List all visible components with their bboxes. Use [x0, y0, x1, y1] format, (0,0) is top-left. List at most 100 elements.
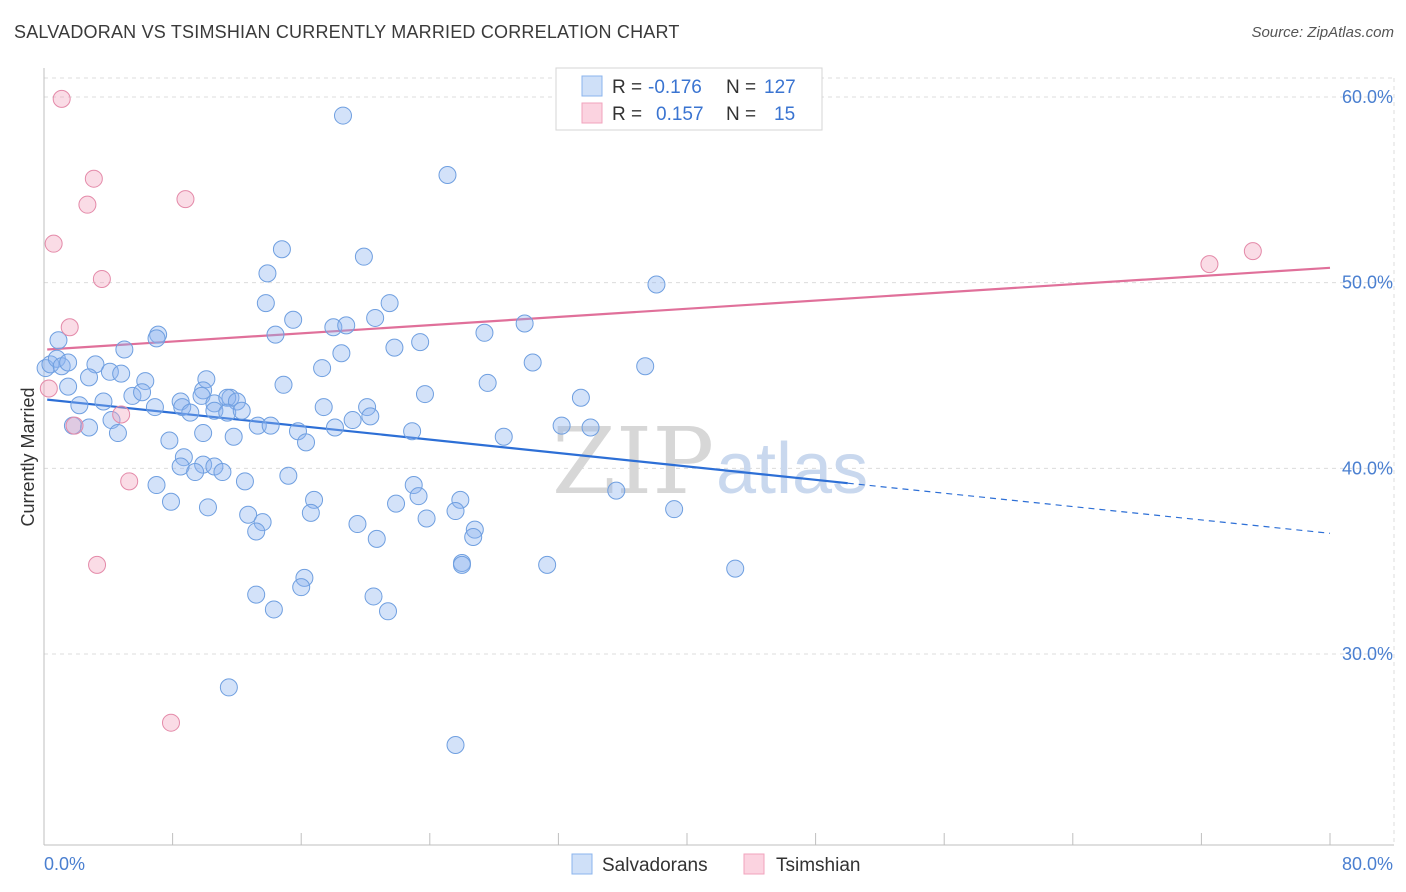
point-salvadorans [523, 353, 542, 372]
point-salvadorans [258, 264, 277, 283]
legend-n-value-2: 15 [774, 104, 795, 125]
point-salvadorans [387, 494, 406, 513]
point-salvadorans [232, 401, 251, 420]
point-salvadorans [367, 529, 386, 548]
point-salvadorans [274, 375, 293, 394]
point-salvadorans [515, 314, 534, 333]
y-tick-label: 40.0% [1342, 458, 1393, 478]
point-salvadorans [403, 422, 422, 441]
point-salvadorans [417, 509, 436, 528]
point-salvadorans [102, 411, 121, 430]
chart-title: SALVADORAN VS TSIMSHIAN CURRENTLY MARRIE… [14, 22, 680, 42]
legend-r-label-1: R = [612, 77, 642, 98]
point-salvadorans [361, 407, 380, 426]
series-legend: Salvadorans Tsimshian [571, 853, 860, 876]
point-salvadorans [538, 555, 557, 574]
point-salvadorans [385, 338, 404, 357]
point-salvadorans [94, 392, 113, 411]
point-salvadorans [256, 294, 275, 313]
point-salvadorans [279, 466, 298, 485]
point-salvadorans [348, 515, 367, 534]
point-tsimshian [161, 713, 180, 732]
point-salvadorans [475, 323, 494, 342]
point-salvadorans [301, 503, 320, 522]
point-tsimshian [92, 269, 111, 288]
point-salvadorans [136, 372, 155, 391]
point-tsimshian [65, 416, 84, 435]
point-salvadorans [266, 325, 285, 344]
point-salvadorans [494, 427, 513, 446]
point-salvadorans [647, 275, 666, 294]
point-salvadorans [59, 353, 78, 372]
legend-r-label-2: R = [612, 104, 642, 125]
point-salvadorans [86, 355, 105, 374]
point-salvadorans [636, 357, 655, 376]
point-salvadorans [197, 370, 216, 389]
point-salvadorans [295, 568, 314, 587]
point-salvadorans [451, 490, 470, 509]
point-salvadorans [248, 416, 267, 435]
point-salvadorans [607, 481, 626, 500]
point-salvadorans [59, 377, 78, 396]
point-tsimshian [112, 405, 131, 424]
point-salvadorans [332, 344, 351, 363]
point-tsimshian [1243, 242, 1262, 261]
bottom-legend-salvadorans: Salvadorans [602, 855, 708, 876]
point-salvadorans [181, 403, 200, 422]
legend-n-label-1: N = [726, 77, 756, 98]
point-salvadorans [366, 308, 385, 327]
y-tick-label: 60.0% [1342, 87, 1393, 107]
point-salvadorans [194, 424, 213, 443]
point-salvadorans [552, 416, 571, 435]
point-salvadorans [446, 502, 465, 521]
point-salvadorans [186, 463, 205, 482]
legend-r-value-1: -0.176 [648, 77, 702, 98]
point-salvadorans [415, 385, 434, 404]
point-salvadorans [446, 735, 465, 754]
legend-r-value-2: 0.157 [656, 104, 704, 125]
trend-line-extension-salvadorans [847, 482, 1331, 534]
point-salvadorans [108, 424, 127, 443]
point-salvadorans [112, 364, 131, 383]
point-salvadorans [358, 398, 377, 417]
point-salvadorans [337, 316, 356, 335]
legend-swatch-salvadorans [581, 75, 603, 97]
point-salvadorans [49, 331, 68, 350]
point-salvadorans [364, 587, 383, 606]
point-salvadorans [409, 487, 428, 506]
point-salvadorans [213, 463, 232, 482]
y-tick-label: 50.0% [1342, 273, 1393, 293]
point-salvadorans [284, 310, 303, 329]
point-salvadorans [478, 373, 497, 392]
point-salvadorans [70, 396, 89, 415]
axes [43, 68, 1394, 846]
point-tsimshian [84, 169, 103, 188]
point-salvadorans [174, 448, 193, 467]
point-salvadorans [147, 476, 166, 495]
x-tick-label: 80.0% [1342, 854, 1393, 874]
point-salvadorans [133, 383, 152, 402]
bottom-legend-tsimshian: Tsimshian [776, 855, 860, 876]
point-salvadorans [379, 602, 398, 621]
point-tsimshian [176, 190, 195, 209]
legend-n-value-1: 127 [764, 77, 796, 98]
point-salvadorans [581, 418, 600, 437]
watermark-atlas: atlas [716, 429, 868, 509]
point-salvadorans [325, 418, 344, 437]
point-salvadorans [160, 431, 179, 450]
bottom-legend-swatch-tsimshian [743, 853, 765, 875]
point-salvadorans [272, 240, 291, 259]
point-salvadorans [292, 578, 311, 597]
point-salvadorans [665, 500, 684, 519]
point-salvadorans [261, 416, 280, 435]
source-credit: Source: ZipAtlas.com [1251, 24, 1394, 41]
point-salvadorans [145, 398, 164, 417]
point-tsimshian [60, 318, 79, 337]
y-axis-title: Currently Married [18, 387, 38, 526]
point-salvadorans [253, 513, 272, 532]
legend-n-label-2: N = [726, 104, 756, 125]
legend-swatch-tsimshian [581, 102, 603, 124]
bottom-legend-swatch-salvadorans [571, 853, 593, 875]
data-points [36, 89, 1262, 754]
y-tick-label: 30.0% [1342, 644, 1393, 664]
